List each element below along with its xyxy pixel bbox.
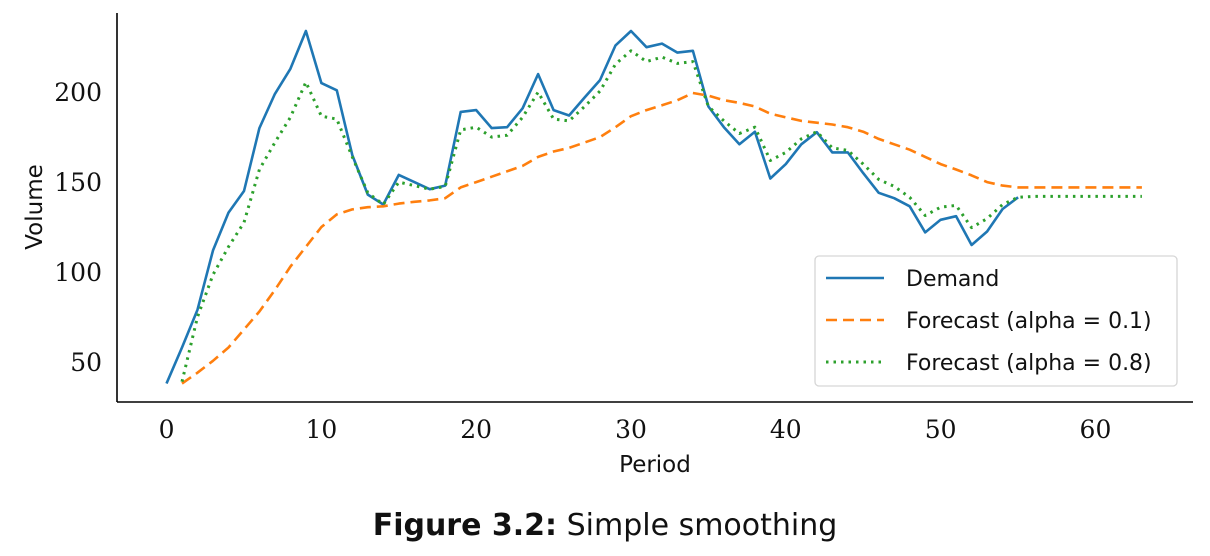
y-tick-label: 200 [54,78,102,107]
y-tick-label: 50 [70,348,102,377]
series-line-demand [165,29,1019,385]
figure-number: Figure 3.2: [372,508,558,543]
x-tick-label: 50 [925,415,957,444]
x-axis-label: Period [619,452,691,478]
x-tick-labels: 0 10 20 30 40 50 60 [159,415,1112,444]
x-tick-label: 40 [770,415,802,444]
legend-box [814,255,1178,387]
x-tick-label: 20 [460,415,492,444]
plot-area [165,29,1142,385]
x-tick-label: 60 [1080,415,1112,444]
legend-label: Forecast (alpha = 0.1) [906,309,1152,334]
y-tick-labels: 50 100 150 200 [54,78,102,377]
legend-label: Demand [906,267,999,292]
y-tick-label: 100 [54,258,102,287]
figure-title: Simple smoothing [566,508,838,543]
x-tick-label: 0 [159,415,175,444]
series-line-forecast-alpha-0-1 [181,91,1142,385]
legend-label: Forecast (alpha = 0.8) [906,351,1152,376]
figure-caption: Figure 3.2: Simple smoothing [0,508,1210,543]
x-tick-label: 10 [305,415,337,444]
x-tick-label: 30 [615,415,647,444]
y-tick-label: 150 [54,168,102,197]
y-axis-label: Volume [22,164,48,250]
legend: Demand Forecast (alpha = 0.1) Forecast (al… [814,255,1178,387]
